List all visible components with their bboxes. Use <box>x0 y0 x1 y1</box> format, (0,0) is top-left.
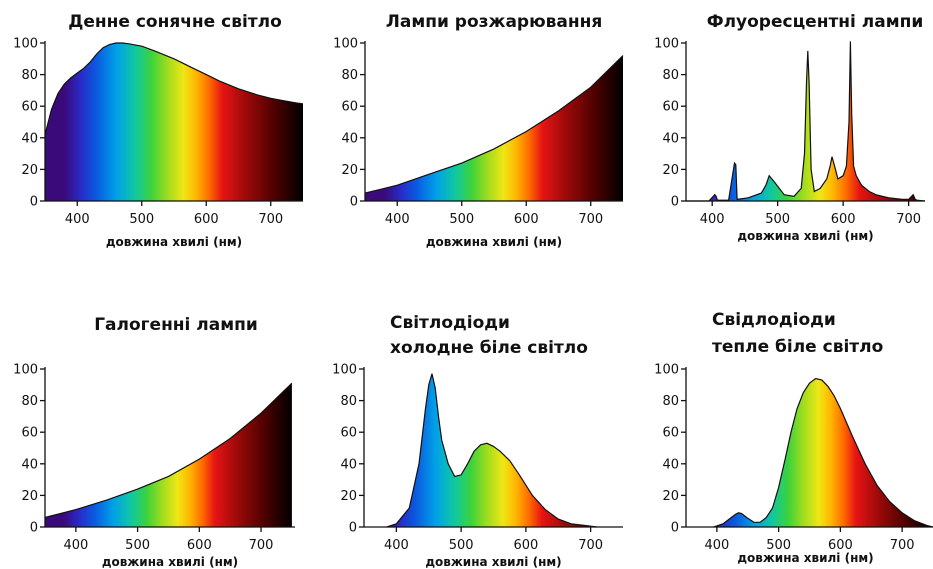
y-tick-label: 20 <box>21 489 38 504</box>
chart-title: Галогенні лампи <box>94 315 258 335</box>
y-tick-label: 80 <box>340 394 357 409</box>
spectrum-curve <box>44 382 293 519</box>
x-axis-label: довжина хвилі (нм) <box>102 555 238 569</box>
y-tick-label: 0 <box>350 195 358 210</box>
y-tick-label: 80 <box>21 68 38 83</box>
y-tick-label: 40 <box>340 457 357 472</box>
y-tick-label: 100 <box>654 37 679 52</box>
y-tick-label: 80 <box>662 394 679 409</box>
x-tick-label: 500 <box>766 538 791 553</box>
spectrum-curve <box>364 55 624 194</box>
y-tick-label: 60 <box>662 426 679 441</box>
spectrum-chart-3: Флуоресцентні лампи 0 20 40 60 80 100 400 500 600… <box>654 12 926 243</box>
x-tick-label: 500 <box>449 538 474 553</box>
y-tick-label: 60 <box>21 100 38 115</box>
spectrum-chart-6: Свідлодіоди тепле біле світло 0 20 40 60 80 100… <box>654 310 933 565</box>
spectrum-area <box>45 43 303 201</box>
y-tick-label: 0 <box>349 521 357 536</box>
x-tick-label: 400 <box>385 212 410 227</box>
y-tick-label: 100 <box>333 37 358 52</box>
chart-title: Денне сонячне світло <box>68 12 282 32</box>
x-tick-label: 500 <box>129 212 154 227</box>
x-tick-label: 500 <box>449 212 474 227</box>
y-tick-label: 100 <box>332 363 357 378</box>
x-axis-label: довжина хвилі (нм) <box>737 229 873 243</box>
x-tick-label: 700 <box>578 212 603 227</box>
spectrum-curve <box>44 42 304 135</box>
x-tick-label: 400 <box>65 212 90 227</box>
y-tick-label: 100 <box>13 363 38 378</box>
x-axis-label: довжина хвилі (нм) <box>737 551 873 565</box>
chart-title: холодне біле світло <box>390 338 588 358</box>
x-tick-label: 400 <box>700 212 725 227</box>
y-tick-label: 60 <box>341 100 358 115</box>
x-tick-label: 700 <box>578 538 603 553</box>
y-tick-label: 60 <box>662 100 679 115</box>
y-tick-label: 0 <box>30 521 38 536</box>
x-tick-label: 600 <box>513 538 538 553</box>
x-tick-label: 700 <box>890 538 915 553</box>
y-tick-label: 20 <box>341 163 358 178</box>
y-tick-label: 40 <box>341 131 358 146</box>
y-tick-label: 20 <box>21 163 38 178</box>
y-tick-label: 80 <box>21 394 38 409</box>
spectrum-area <box>386 373 598 527</box>
y-tick-label: 40 <box>662 131 679 146</box>
chart-title: Лампи розжарювання <box>386 12 603 32</box>
spectrum-chart-4: Галогенні лампи 0 20 40 60 80 100 400 500 600 700 д… <box>13 315 295 569</box>
y-tick-label: 40 <box>662 457 679 472</box>
x-tick-label: 500 <box>765 212 790 227</box>
chart-title: тепле біле світло <box>712 337 883 357</box>
spectrum-chart-1: Денне сонячне світло 0 20 40 60 80 100 400 500 60… <box>13 12 304 249</box>
x-tick-label: 500 <box>125 538 150 553</box>
chart-title: Свідлодіоди <box>712 310 836 330</box>
y-tick-label: 20 <box>662 163 679 178</box>
y-tick-label: 80 <box>662 68 679 83</box>
x-tick-label: 600 <box>194 212 219 227</box>
spectrum-area <box>713 378 933 527</box>
x-tick-label: 600 <box>831 212 856 227</box>
y-tick-label: 80 <box>341 68 358 83</box>
x-axis-label: довжина хвилі (нм) <box>426 235 562 249</box>
y-tick-label: 40 <box>21 457 38 472</box>
y-tick-label: 20 <box>340 489 357 504</box>
y-tick-label: 60 <box>21 426 38 441</box>
x-tick-label: 400 <box>384 538 409 553</box>
spectrum-area <box>45 383 292 527</box>
x-tick-label: 400 <box>63 538 88 553</box>
x-tick-label: 700 <box>249 538 274 553</box>
x-tick-label: 600 <box>514 212 539 227</box>
x-tick-label: 700 <box>896 212 921 227</box>
x-tick-label: 600 <box>187 538 212 553</box>
y-tick-label: 60 <box>340 426 357 441</box>
spectrum-area <box>365 55 623 201</box>
x-axis-label: довжина хвилі (нм) <box>425 555 561 569</box>
spectrum-curve <box>386 373 598 528</box>
chart-title: Світлодіоди <box>390 313 510 333</box>
y-tick-label: 0 <box>30 195 38 210</box>
spectrum-chart-2: Лампи розжарювання 0 20 40 60 80 100 400 500 600 7… <box>333 12 624 249</box>
y-tick-label: 20 <box>662 489 679 504</box>
chart-title: Флуоресцентні лампи <box>707 12 924 32</box>
spectrum-chart-5: Світлодіоди холодне біле світло 0 20 40 60 80 1… <box>332 313 623 569</box>
x-axis-label: довжина хвилі (нм) <box>106 235 242 249</box>
y-tick-label: 0 <box>671 195 679 210</box>
y-tick-label: 100 <box>654 363 679 378</box>
x-tick-label: 400 <box>704 538 729 553</box>
spectrum-curve <box>713 377 933 528</box>
y-tick-label: 40 <box>21 131 38 146</box>
y-tick-label: 100 <box>13 37 38 52</box>
spectrum-curve <box>686 41 926 202</box>
y-tick-label: 0 <box>671 521 679 536</box>
x-tick-label: 600 <box>828 538 853 553</box>
x-tick-label: 700 <box>258 212 283 227</box>
